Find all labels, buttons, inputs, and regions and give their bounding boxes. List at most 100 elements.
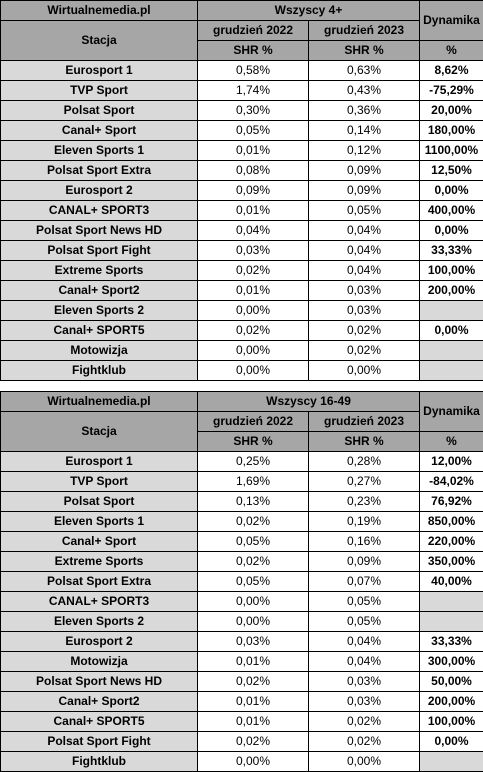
shr-value-b: 0,02% [309,321,420,341]
dynamics-value: 180,00% [420,121,483,141]
shr-value-b: 0,00% [309,752,420,772]
shr-value-a: 0,01% [198,692,309,712]
shr-value-b: 0,07% [309,572,420,592]
shr-value-b: 0,03% [309,672,420,692]
dynamics-value: 0,00% [420,321,483,341]
dynamics-value: 0,00% [420,181,483,201]
shr-value-b: 0,12% [309,141,420,161]
shr-value-b: 0,27% [309,472,420,492]
shr-value-a: 0,25% [198,452,309,472]
station-name: Polsat Sport Extra [1,572,198,592]
shr-value-a: 0,02% [198,672,309,692]
station-name: Motowizja [1,341,198,361]
shr-value-a: 0,00% [198,341,309,361]
station-name: Polsat Sport Fight [1,241,198,261]
shr-value-b: 0,02% [309,732,420,752]
station-header: Stacja [1,21,198,61]
shr-value-b: 0,09% [309,161,420,181]
shr-value-b: 0,19% [309,512,420,532]
shr-b-header: SHR % [309,432,420,452]
shr-value-b: 0,43% [309,81,420,101]
station-name: Canal+ SPORT5 [1,712,198,732]
dynamics-value: 50,00% [420,672,483,692]
station-name: CANAL+ SPORT3 [1,201,198,221]
station-name: Eleven Sports 1 [1,141,198,161]
dynamics-value: 100,00% [420,261,483,281]
shr-value-a: 0,04% [198,221,309,241]
shr-value-a: 0,00% [198,752,309,772]
shr-value-a: 0,01% [198,712,309,732]
shr-value-b: 0,63% [309,61,420,81]
shr-value-a: 0,02% [198,512,309,532]
station-name: Polsat Sport News HD [1,221,198,241]
shr-value-b: 0,04% [309,261,420,281]
dynamics-value: -84,02% [420,472,483,492]
dynamics-value: 200,00% [420,281,483,301]
shr-value-a: 0,05% [198,572,309,592]
table-separator [0,381,483,391]
shr-value-a: 0,01% [198,201,309,221]
station-name: Canal+ SPORT5 [1,321,198,341]
station-name: Extreme Sports [1,261,198,281]
dynamics-value [420,361,483,381]
station-name: Eurosport 2 [1,181,198,201]
dynamics-value: 20,00% [420,101,483,121]
shr-value-a: 0,05% [198,532,309,552]
dynamics-value: 1100,00% [420,141,483,161]
shr-value-b: 0,09% [309,552,420,572]
shr-value-b: 0,05% [309,201,420,221]
dynamics-value [420,341,483,361]
station-name: Fightklub [1,361,198,381]
shr-value-b: 0,04% [309,652,420,672]
period-a-header: grudzień 2022 [198,412,309,432]
period-a-header: grudzień 2022 [198,21,309,41]
dynamics-value: 850,00% [420,512,483,532]
shr-value-a: 0,00% [198,592,309,612]
shr-value-b: 0,16% [309,532,420,552]
period-b-header: grudzień 2023 [309,21,420,41]
dynamics-value: 12,00% [420,452,483,472]
shr-value-a: 0,00% [198,612,309,632]
shr-value-b: 0,14% [309,121,420,141]
shr-value-b: 0,05% [309,612,420,632]
shr-value-a: 0,13% [198,492,309,512]
dynamics-value: 33,33% [420,241,483,261]
shr-value-b: 0,28% [309,452,420,472]
shr-a-header: SHR % [198,432,309,452]
dynamics-value: 76,92% [420,492,483,512]
dynamics-value: 40,00% [420,572,483,592]
station-header: Stacja [1,412,198,452]
dynamics-value [420,301,483,321]
shr-value-a: 0,30% [198,101,309,121]
source-header: Wirtualnemedia.pl [1,392,198,412]
shr-value-a: 0,00% [198,361,309,381]
station-name: Polsat Sport News HD [1,672,198,692]
shr-value-a: 0,01% [198,281,309,301]
pct-header: % [420,41,483,61]
shr-value-a: 1,74% [198,81,309,101]
station-name: Polsat Sport [1,492,198,512]
dynamics-value [420,592,483,612]
dynamics-value: 100,00% [420,712,483,732]
station-name: Eurosport 2 [1,632,198,652]
shr-value-b: 0,23% [309,492,420,512]
audience-group-header: Wszyscy 4+ [198,1,420,21]
